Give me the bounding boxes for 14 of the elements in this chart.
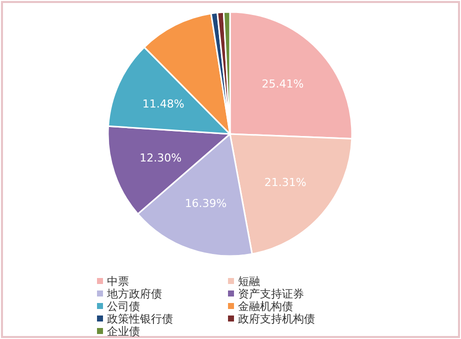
- data-label: 21.31%: [264, 176, 306, 189]
- data-label: 25.41%: [262, 77, 304, 90]
- data-label: 12.30%: [140, 151, 182, 164]
- legend-label: 短融: [238, 275, 260, 288]
- legend-label: 金融机构债: [238, 300, 293, 313]
- data-label: 16.39%: [184, 197, 227, 210]
- legend-label: 企业债: [107, 325, 140, 338]
- legend-label: 政策性银行债: [107, 312, 173, 326]
- legend-label: 公司债: [107, 300, 140, 313]
- legend-label: 资产支持证券: [238, 288, 304, 300]
- data-label: 11.48%: [142, 98, 184, 111]
- legend-label: 地方政府债: [106, 288, 162, 300]
- legend-label: 政府支持机构债: [238, 312, 315, 326]
- legend-label: 中票: [107, 275, 129, 288]
